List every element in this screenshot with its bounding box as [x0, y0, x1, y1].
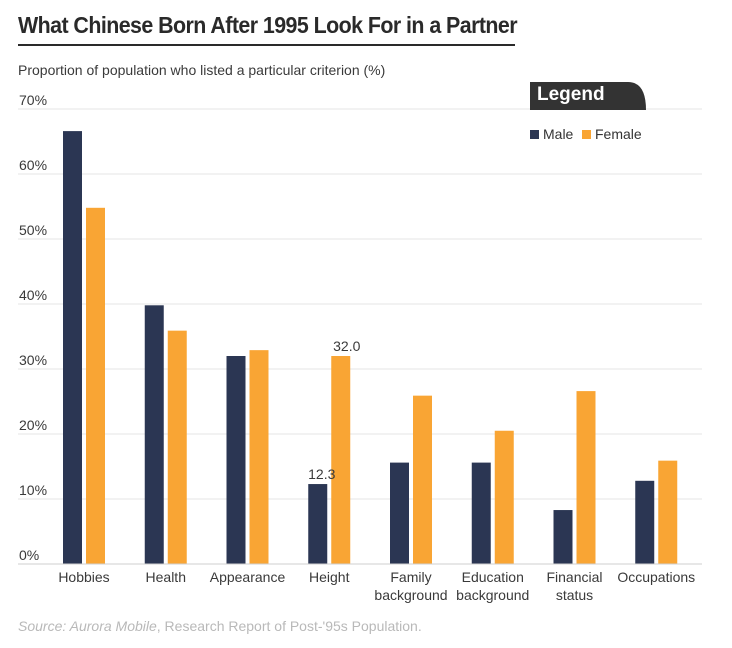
bar-male: [390, 462, 409, 564]
bar-male: [63, 131, 82, 564]
y-tick-label: 10%: [19, 482, 47, 498]
bar-female: [494, 430, 514, 564]
x-tick-label: Health: [146, 569, 186, 585]
x-tick-label: Appearance: [210, 569, 286, 585]
x-tick-label: Height: [309, 569, 350, 585]
bar-female: [413, 395, 432, 564]
bar-female: [331, 356, 351, 564]
x-tick-label: Education: [462, 569, 524, 585]
bar-male: [635, 480, 655, 564]
bar-male: [308, 484, 328, 564]
legend-tab: [530, 82, 646, 110]
y-tick-label: 40%: [19, 287, 47, 303]
chart-subtitle: Proportion of population who listed a pa…: [18, 62, 386, 78]
legend-label-female: Female: [595, 126, 642, 142]
x-tick-label: background: [456, 587, 529, 603]
y-tick-label: 70%: [19, 92, 47, 108]
source-label: Source: Aurora Mobile: [18, 618, 157, 634]
x-tick-label: status: [556, 587, 593, 603]
legend-swatch-male: [530, 129, 539, 139]
legend-title: Legend: [537, 84, 605, 105]
title-underline: [18, 44, 515, 46]
source-text: , Research Report of Post-'95s Populatio…: [156, 618, 422, 634]
bar-male: [144, 305, 164, 564]
y-tick-label: 60%: [19, 157, 47, 173]
legend-item-male: Male: [530, 126, 573, 142]
bar-female: [576, 391, 596, 564]
y-tick-label: 20%: [19, 417, 47, 433]
source-note: Source: Aurora Mobile, Research Report o…: [18, 618, 422, 634]
x-tick-label: background: [374, 587, 447, 603]
y-tick-label: 0%: [19, 547, 39, 563]
bar-female: [86, 207, 105, 565]
legend-item-female: Female: [582, 126, 642, 142]
data-label: 12.3: [308, 466, 335, 482]
chart-title: What Chinese Born After 1995 Look For in…: [18, 12, 518, 38]
bar-male: [226, 356, 246, 564]
y-tick-label: 30%: [19, 352, 47, 368]
x-tick-label: Financial: [546, 569, 602, 585]
legend-swatch-female: [582, 129, 591, 139]
bar-female: [249, 350, 269, 564]
x-tick-label: Family: [390, 569, 431, 585]
bar-male: [553, 510, 573, 564]
legend-label-male: Male: [543, 126, 574, 142]
x-tick-label: Occupations: [617, 569, 695, 585]
bar-female: [167, 330, 187, 564]
y-tick-label: 50%: [19, 222, 47, 238]
bar-male: [471, 462, 491, 564]
bar-female: [658, 460, 678, 564]
x-tick-label: Hobbies: [58, 569, 109, 585]
data-label: 32.0: [333, 338, 360, 354]
